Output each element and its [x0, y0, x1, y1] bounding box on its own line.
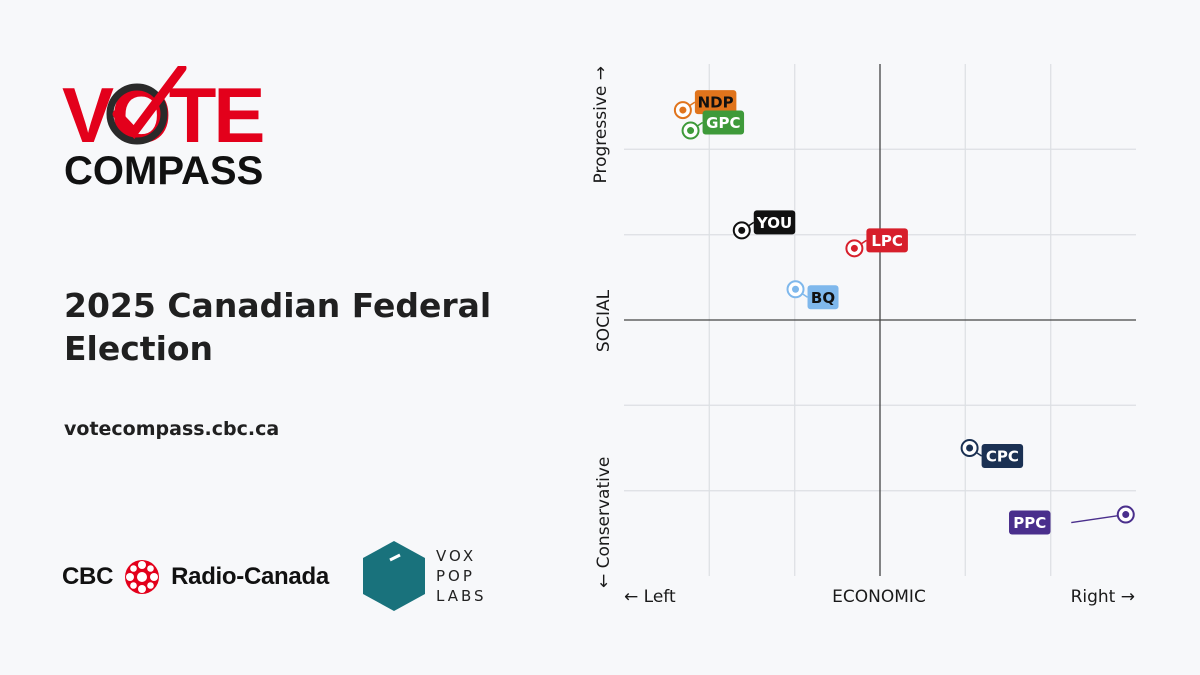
website-link[interactable]: votecompass.cbc.ca [64, 418, 280, 440]
logo-compass-text: COMPASS [64, 149, 263, 188]
point-label-gpc: GPC [706, 114, 740, 132]
point-label-bg-ppc [1009, 510, 1051, 535]
chart-axes [624, 64, 1136, 576]
x-right-label: Right → [1071, 587, 1135, 607]
point-you: YOU [732, 210, 796, 240]
point-dot-cpc [966, 444, 974, 452]
vox-hexagon-icon [363, 541, 425, 611]
point-dot-gpc [687, 127, 695, 135]
x-axis-label: ECONOMIC [832, 587, 926, 607]
point-gpc: GPC [681, 110, 745, 140]
point-ndp: NDP [673, 90, 737, 120]
point-label-bg-lpc [866, 228, 908, 253]
point-label-bg-you [753, 210, 796, 235]
y-axis-label: SOCIAL [594, 289, 614, 352]
x-left-label: ← Left [624, 587, 676, 607]
vote-compass-logo: VOTE COMPASS [62, 63, 287, 193]
point-leader-ppc [1071, 513, 1126, 524]
point-dot-ndp [679, 106, 687, 114]
point-dot-ppc [1122, 511, 1130, 519]
point-label-cpc: CPC [986, 448, 1019, 466]
point-label-bq: BQ [811, 289, 835, 307]
compass-check-icon [106, 63, 187, 145]
point-dot-you [738, 226, 746, 234]
page-title: 2025 Canadian Federal Election [64, 286, 492, 368]
point-lpc: LPC [845, 228, 908, 258]
radio-canada-text: Radio-Canada [171, 563, 329, 590]
cbc-text: CBC [62, 563, 114, 590]
point-dot-lpc [850, 244, 858, 252]
pop-text: POP [436, 567, 475, 585]
point-label-you: YOU [756, 214, 792, 232]
y-top-label: Progressive → [591, 66, 611, 183]
point-label-ndp: NDP [698, 94, 734, 112]
point-label-lpc: LPC [871, 232, 903, 250]
point-dot-bq [792, 285, 800, 293]
point-cpc: CPC [960, 439, 1024, 468]
chart-points: NDP GPC YOU LPC BQ CPC PPC [673, 90, 1135, 535]
point-label-bg-cpc [981, 444, 1024, 468]
point-ppc: PPC [1009, 505, 1135, 535]
point-label-ppc: PPC [1013, 514, 1046, 532]
cbc-radio-canada-logo: CBC Radio-Canada [62, 555, 329, 599]
y-bottom-label: ← Conservative [594, 457, 614, 588]
vox-text: VOX [436, 547, 477, 565]
vox-pop-labs-logo: VOX POP LABS [362, 540, 487, 612]
point-label-bg-ndp [694, 90, 737, 115]
point-bq: BQ [786, 280, 839, 310]
point-label-bg-gpc [702, 110, 745, 135]
labs-text: LABS [436, 587, 487, 605]
point-label-bg-bq [807, 285, 839, 310]
cbc-gem-icon [125, 560, 160, 594]
